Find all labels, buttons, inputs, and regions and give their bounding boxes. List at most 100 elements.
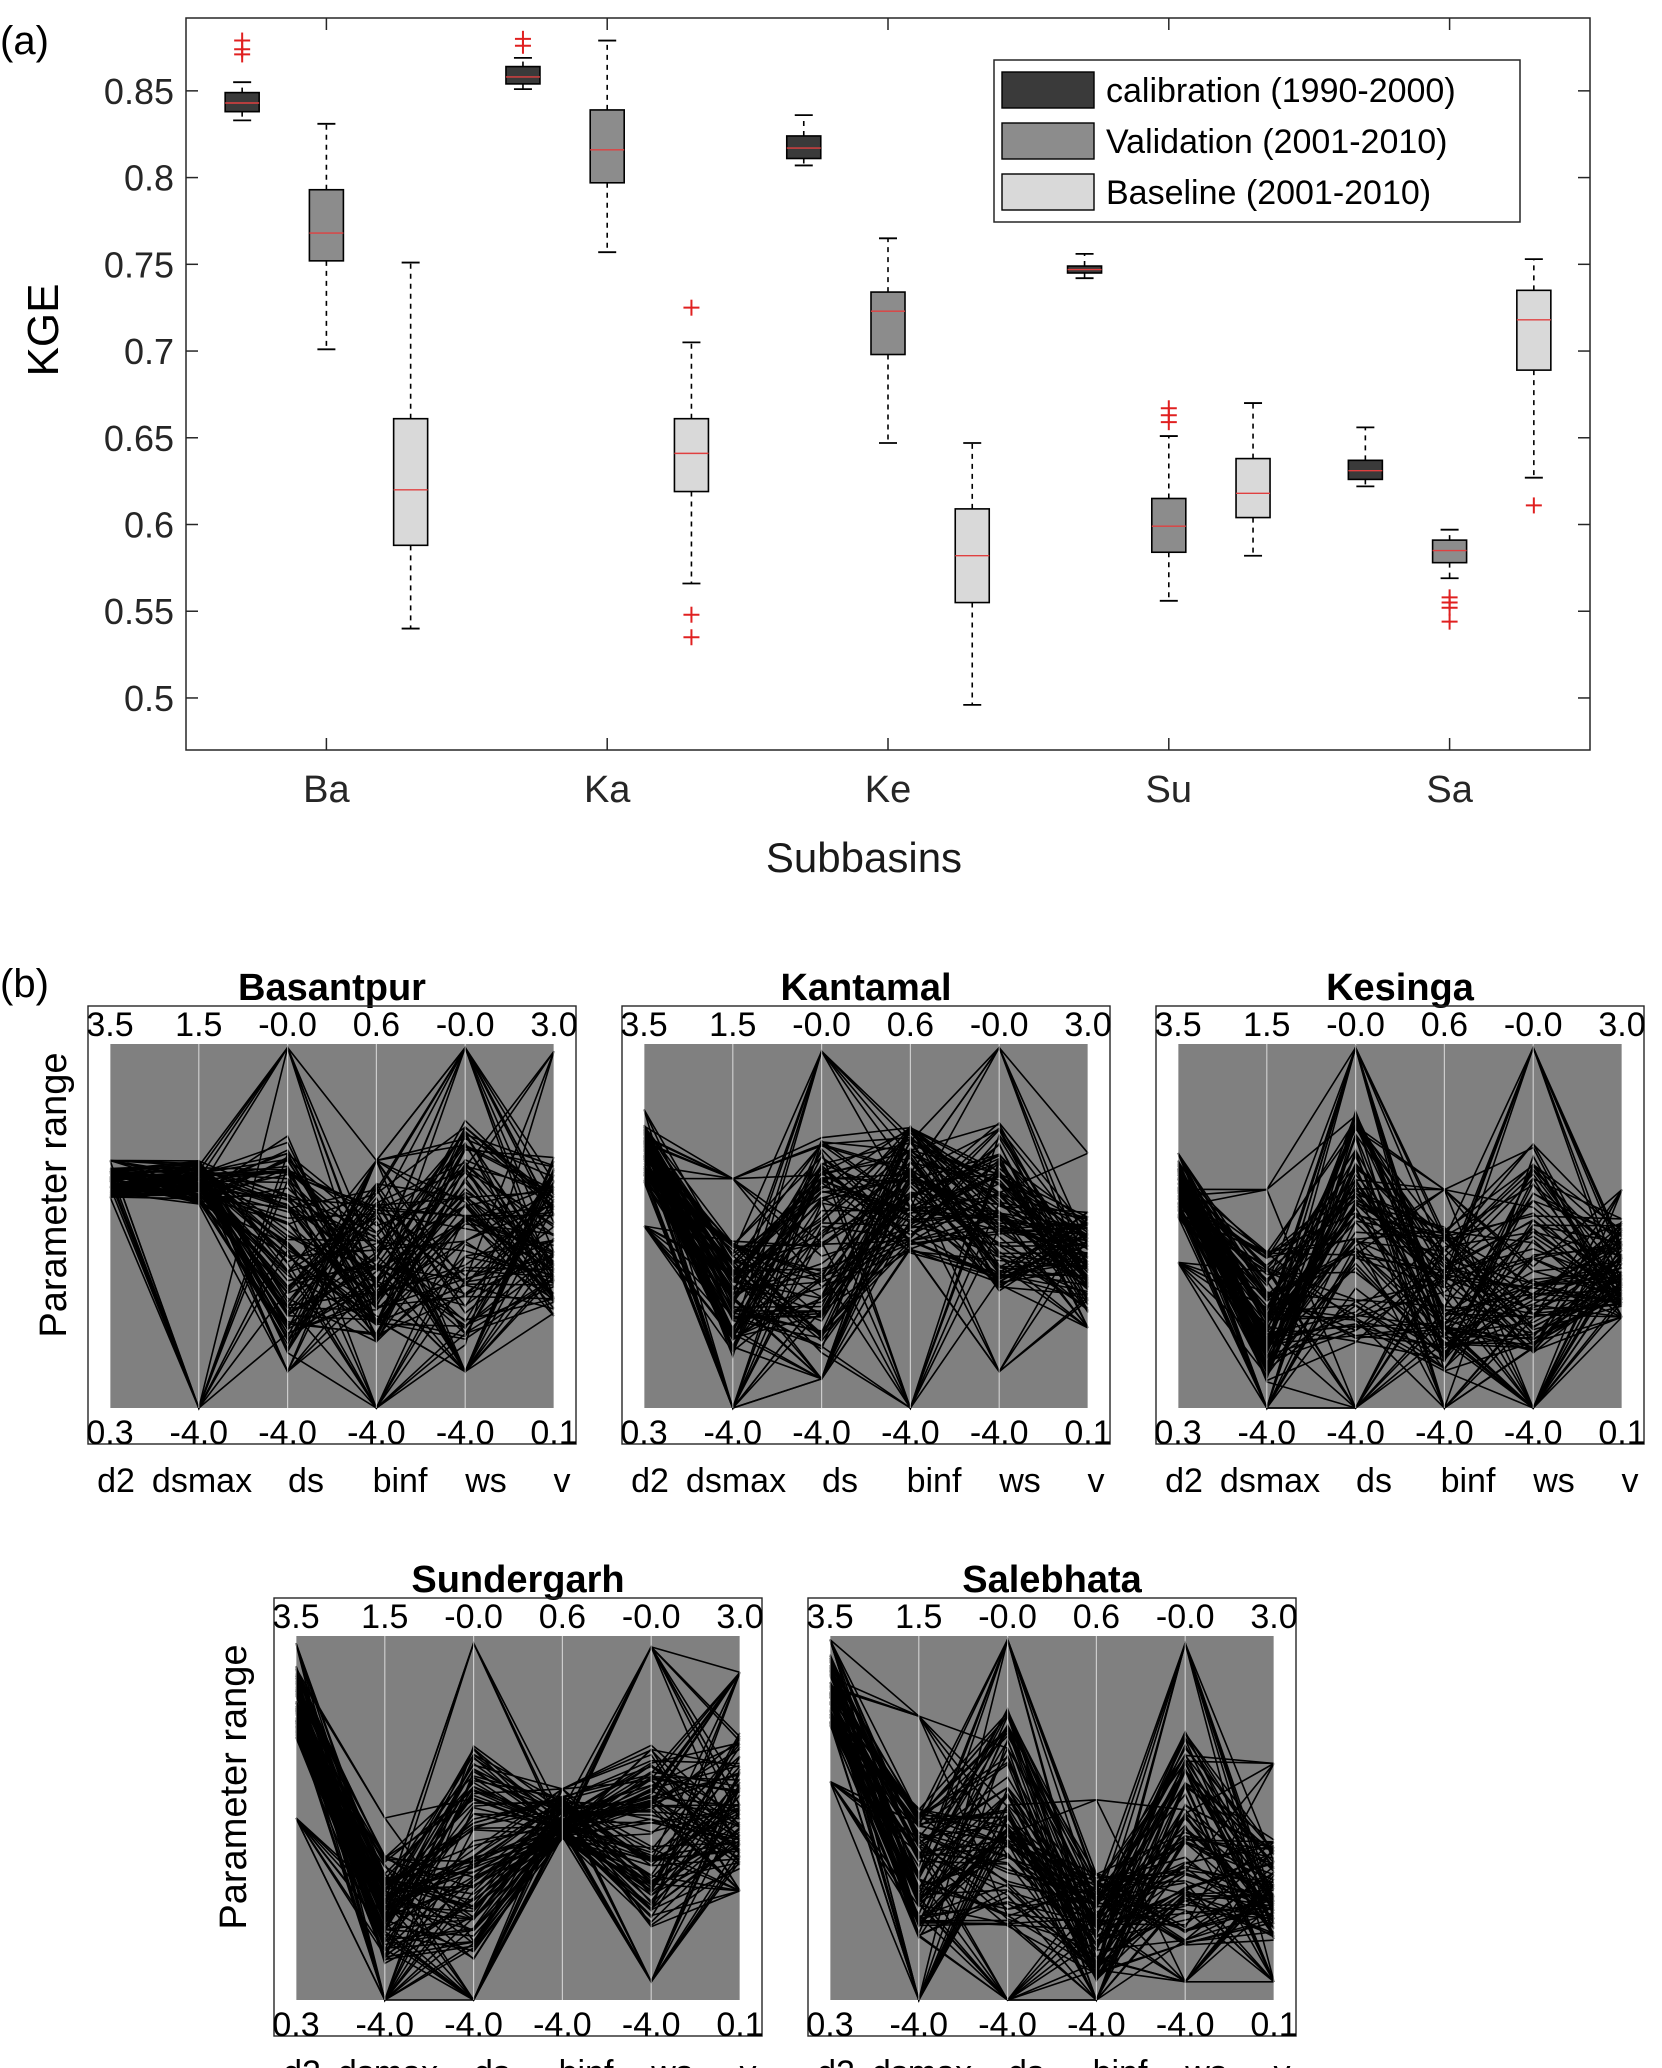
y-tick-label: 0.75 [104, 244, 174, 285]
box-iqr [589, 109, 626, 184]
box-ba-1 [308, 122, 345, 351]
subplot-frame [807, 1597, 1297, 2037]
parameter-set-line [1177, 1125, 1623, 1347]
parameter-name: ds [1356, 1462, 1392, 1500]
parameter-set-line [109, 1162, 555, 1374]
parallel-plot-sundergarh: Sundergarh 3.5 0.3 1.5 -4.0 -0.0 -4.0 0.6 -4.0 -0… [272, 1559, 763, 2068]
box-sa-1 [1431, 528, 1468, 630]
axis-top-tick: 3.5 [1154, 1006, 1201, 1044]
parameter-set-line [1177, 1134, 1623, 1411]
parameter-set-line [829, 1693, 1275, 1918]
parameter-set-line [109, 1178, 555, 1410]
x-tick-label: Ka [584, 769, 631, 811]
parameter-name: d2 [97, 1462, 135, 1500]
axis-bottom-tick: -4.0 [1415, 1414, 1474, 1452]
parameter-set-line [109, 1177, 555, 1335]
axis-bottom-tick: -4.0 [170, 1414, 229, 1452]
axis-top-tick: 1.5 [175, 1006, 222, 1044]
parameter-name: v [554, 1462, 571, 1500]
subplot-frame [273, 1597, 763, 2037]
parameter-set-line [643, 1124, 1089, 1381]
parameter-set-line [295, 1730, 741, 1932]
panel-label-a: (a) [0, 19, 49, 63]
legend-swatch [1001, 122, 1095, 160]
parameter-name: d2 [817, 2054, 855, 2068]
parameter-set-line [643, 1045, 1089, 1282]
parameter-set-line [1177, 1195, 1623, 1361]
parameter-name: dsmax [686, 1462, 786, 1500]
axis-bottom-tick: 0.3 [272, 2006, 319, 2044]
parameter-set-line [1177, 1189, 1623, 1332]
panel-title: Kesinga [1326, 967, 1475, 1009]
axis-top-tick: 1.5 [1243, 1006, 1290, 1044]
parameter-set-line [109, 1165, 555, 1336]
parameter-set-line [829, 1668, 1275, 2002]
legend-swatch [1001, 71, 1095, 109]
parameter-set-line [295, 1721, 741, 1901]
parallel-plot-kantamal: Kantamal 3.5 0.3 1.5 -4.0 -0.0 -4.0 0.6 -4.0 -0.0… [620, 967, 1111, 1500]
box-iqr [673, 417, 710, 493]
parameter-set-line [295, 1721, 741, 1930]
panel-title: Sundergarh [411, 1559, 624, 1601]
axis-bottom-tick: 0.1 [1250, 2006, 1297, 2044]
parameter-name: ws [998, 1462, 1041, 1500]
y-axis-label-b-row2: Parameter range [213, 1644, 255, 1929]
legend: calibration (1990-2000) Validation (2001-… [993, 59, 1521, 223]
parameter-set-line [1177, 1147, 1623, 1411]
parameter-set-line [829, 1781, 1275, 2001]
axis-bottom-tick: 0.3 [620, 1414, 667, 1452]
y-tick-label: 0.85 [104, 71, 174, 112]
axis-bottom-tick: 0.1 [1064, 1414, 1111, 1452]
parallel-coordinates-panels: Basantpur 3.5 0.3 1.5 -4.0 -0.0 -4.0 0.6 -4.0 -0.… [86, 967, 1645, 2068]
parameter-set-line [295, 1688, 741, 1984]
panel-title: Salebhata [962, 1559, 1142, 1601]
parameter-set-line [109, 1183, 555, 1335]
parameter-set-line [1177, 1187, 1623, 1372]
x-tick-label: Ba [303, 769, 350, 811]
panel-label-b: (b) [0, 962, 49, 1006]
parameter-lines [109, 1044, 555, 1411]
parameter-set-line [1177, 1173, 1623, 1354]
parameter-set-line [829, 1639, 1275, 2002]
parameter-name: ds [288, 1462, 324, 1500]
parameter-set-line [829, 1715, 1275, 2002]
legend-label: Validation (2001-2010) [1106, 123, 1448, 161]
parameter-set-line [829, 1640, 1275, 1931]
parameter-set-line [295, 1673, 741, 1890]
box-ba-2 [392, 261, 429, 630]
parameter-set-line [109, 1158, 555, 1234]
parameter-set-line [1177, 1188, 1623, 1319]
subplot-frame [87, 1005, 577, 1445]
parameter-set-line [295, 1733, 741, 1984]
outlier-marker [1441, 613, 1458, 630]
axis-top-tick: 3.0 [1598, 1006, 1645, 1044]
parameter-set-line [643, 1140, 1089, 1282]
axis-top-tick: 0.6 [353, 1006, 400, 1044]
box-iqr [392, 417, 429, 547]
parameter-name: d2 [631, 1462, 669, 1500]
outlier-marker [514, 30, 531, 47]
parameter-name: dsmax [338, 2054, 438, 2068]
parameter-set-line [643, 1156, 1089, 1295]
parameter-name: binf [907, 1462, 962, 1500]
parallel-plot-salebhata: Salebhata 3.5 0.3 1.5 -4.0 -0.0 -4.0 0.6 -4.0 -0.… [806, 1559, 1297, 2068]
parameter-set-line [109, 1045, 555, 1303]
parameter-set-line [643, 1139, 1089, 1341]
parameter-set-line [829, 1697, 1275, 1920]
axis-bottom-tick: -4.0 [1326, 1414, 1385, 1452]
parameter-set-line [295, 1645, 741, 1887]
parameter-name: ws [1532, 1462, 1575, 1500]
parameter-lines [295, 1641, 741, 2003]
parameter-set-line [109, 1137, 555, 1310]
axis-top-tick: -0.0 [622, 1598, 681, 1636]
legend-label: Baseline (2001-2010) [1106, 174, 1431, 212]
outlier-marker [234, 32, 251, 49]
parameter-name: d2 [283, 2054, 321, 2068]
axis-bottom-tick: -4.0 [622, 2006, 681, 2044]
parameter-name: v [1622, 1462, 1639, 1500]
box-iqr [1151, 497, 1187, 554]
axis-bottom-tick: -4.0 [436, 1414, 495, 1452]
box-ke-1 [870, 237, 906, 444]
parameter-set-line [643, 1158, 1089, 1374]
axis-top-tick: 0.6 [1073, 1598, 1120, 1636]
